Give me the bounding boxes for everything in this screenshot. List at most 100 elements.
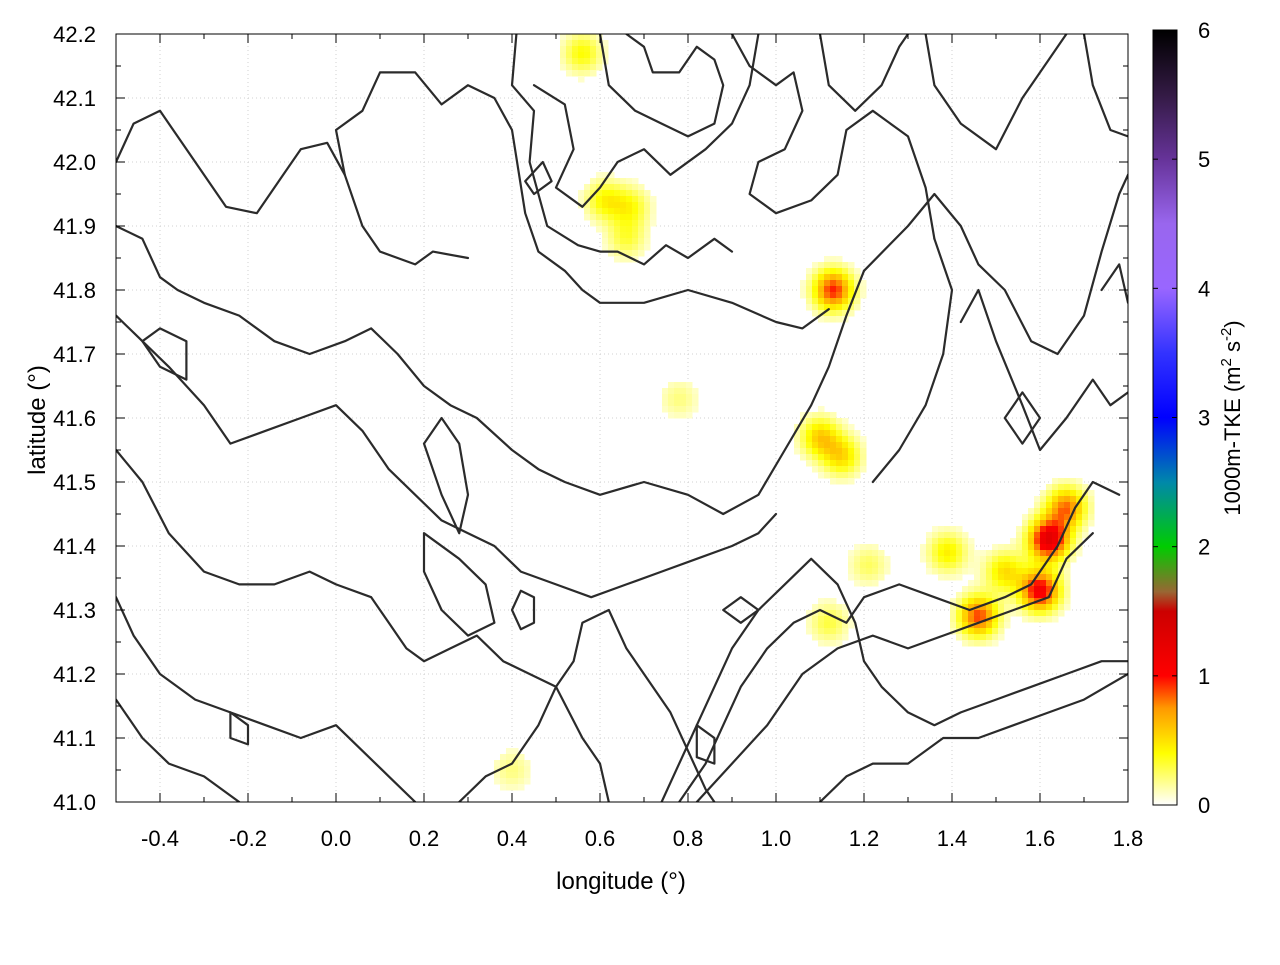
heatmap-cell: [584, 214, 591, 221]
heatmap-cell: [560, 58, 567, 65]
heatmap-cell: [1070, 478, 1077, 485]
heatmap-cell: [800, 436, 807, 443]
heatmap-cell: [1046, 550, 1053, 557]
heatmap-cell: [830, 454, 837, 461]
heatmap-cell: [830, 418, 837, 425]
heatmap-cell: [878, 556, 885, 563]
heatmap-cell: [824, 430, 831, 437]
heatmap-cell: [512, 760, 519, 767]
heatmap-cell: [818, 274, 825, 281]
heatmap-cell: [974, 616, 981, 623]
heatmap-cell: [926, 550, 933, 557]
heatmap-cell: [620, 220, 627, 227]
heatmap-cell: [830, 472, 837, 479]
heatmap-cell: [794, 442, 801, 449]
heatmap-cell: [842, 268, 849, 275]
heatmap-cell: [1022, 514, 1029, 521]
heatmap-cell: [596, 208, 603, 215]
heatmap-cell: [632, 202, 639, 209]
heatmap-cell: [836, 298, 843, 305]
heatmap-cell: [1016, 556, 1023, 563]
heatmap-cell: [644, 244, 651, 251]
heatmap-cell: [836, 418, 843, 425]
heatmap-cell: [806, 418, 813, 425]
heatmap-cell: [980, 622, 987, 629]
heatmap-cell: [932, 544, 939, 551]
heatmap-cell: [842, 472, 849, 479]
heatmap-cell: [836, 316, 843, 323]
heatmap-cell: [812, 622, 819, 629]
heatmap-cell: [566, 34, 573, 41]
heatmap-cell: [1022, 526, 1029, 533]
y-tick-label: 41.2: [53, 662, 96, 687]
heatmap-cell: [1088, 496, 1095, 503]
heatmap-cell: [1052, 490, 1059, 497]
heatmap-cell: [818, 280, 825, 287]
heatmap-cell: [1046, 532, 1053, 539]
heatmap-cell: [854, 580, 861, 587]
x-tick-label: -0.2: [229, 826, 267, 851]
heatmap-cell: [1046, 514, 1053, 521]
heatmap-cell: [1016, 568, 1023, 575]
heatmap-cell: [818, 286, 825, 293]
heatmap-cell: [938, 544, 945, 551]
heatmap-cell: [578, 52, 585, 59]
heatmap-cell: [1016, 532, 1023, 539]
heatmap-cell: [836, 292, 843, 299]
heatmap-cell: [932, 562, 939, 569]
contour-line: [229, 711, 250, 746]
heatmap-cell: [836, 610, 843, 617]
heatmap-cell: [1070, 526, 1077, 533]
heatmap-cell: [614, 214, 621, 221]
heatmap-cell: [950, 532, 957, 539]
heatmap-cell: [1064, 568, 1071, 575]
heatmap-cell: [1082, 514, 1089, 521]
heatmap-cell: [848, 286, 855, 293]
heatmap-cell: [998, 610, 1005, 617]
heatmap-cell: [1040, 502, 1047, 509]
heatmap-cell: [812, 448, 819, 455]
heatmap-cell: [824, 286, 831, 293]
heatmap-cell: [854, 568, 861, 575]
heatmap-cell: [860, 280, 867, 287]
heatmap-cell: [668, 394, 675, 401]
heatmap-cell: [620, 196, 627, 203]
heatmap-cell: [1004, 556, 1011, 563]
heatmap-cell: [596, 58, 603, 65]
heatmap-cell: [1028, 586, 1035, 593]
heatmap-cell: [1052, 616, 1059, 623]
heatmap-cell: [620, 208, 627, 215]
heatmap-cell: [938, 568, 945, 575]
heatmap-cell: [602, 46, 609, 53]
heatmap-cell: [1040, 574, 1047, 581]
heatmap-cell: [1076, 502, 1083, 509]
heatmap-cell: [812, 460, 819, 467]
contour-line: [510, 34, 734, 266]
heatmap-cell: [926, 538, 933, 545]
heatmap-cell: [854, 454, 861, 461]
heatmap-cell: [1028, 610, 1035, 617]
heatmap-cell: [1076, 532, 1083, 539]
heatmap-cell: [986, 574, 993, 581]
heatmap-cell: [872, 550, 879, 557]
heatmap-cell: [800, 424, 807, 431]
heatmap-cell: [830, 268, 837, 275]
heatmap-cell: [812, 628, 819, 635]
heatmap-cell: [956, 628, 963, 635]
heatmap-cell: [608, 172, 615, 179]
heatmap-cell: [1064, 532, 1071, 539]
heatmap-cell: [824, 604, 831, 611]
heatmap-cell: [1004, 580, 1011, 587]
heatmap-cell: [872, 556, 879, 563]
heatmap-cell: [872, 574, 879, 581]
heatmap-cell: [812, 304, 819, 311]
heatmap-cell: [1040, 556, 1047, 563]
heatmap-cell: [638, 250, 645, 257]
heatmap-cell: [842, 292, 849, 299]
heatmap-cell: [524, 766, 531, 773]
heatmap-cell: [596, 196, 603, 203]
heatmap-cell: [842, 616, 849, 623]
heatmap-cell: [950, 574, 957, 581]
contour-line: [722, 596, 760, 624]
heatmap-cell: [584, 184, 591, 191]
